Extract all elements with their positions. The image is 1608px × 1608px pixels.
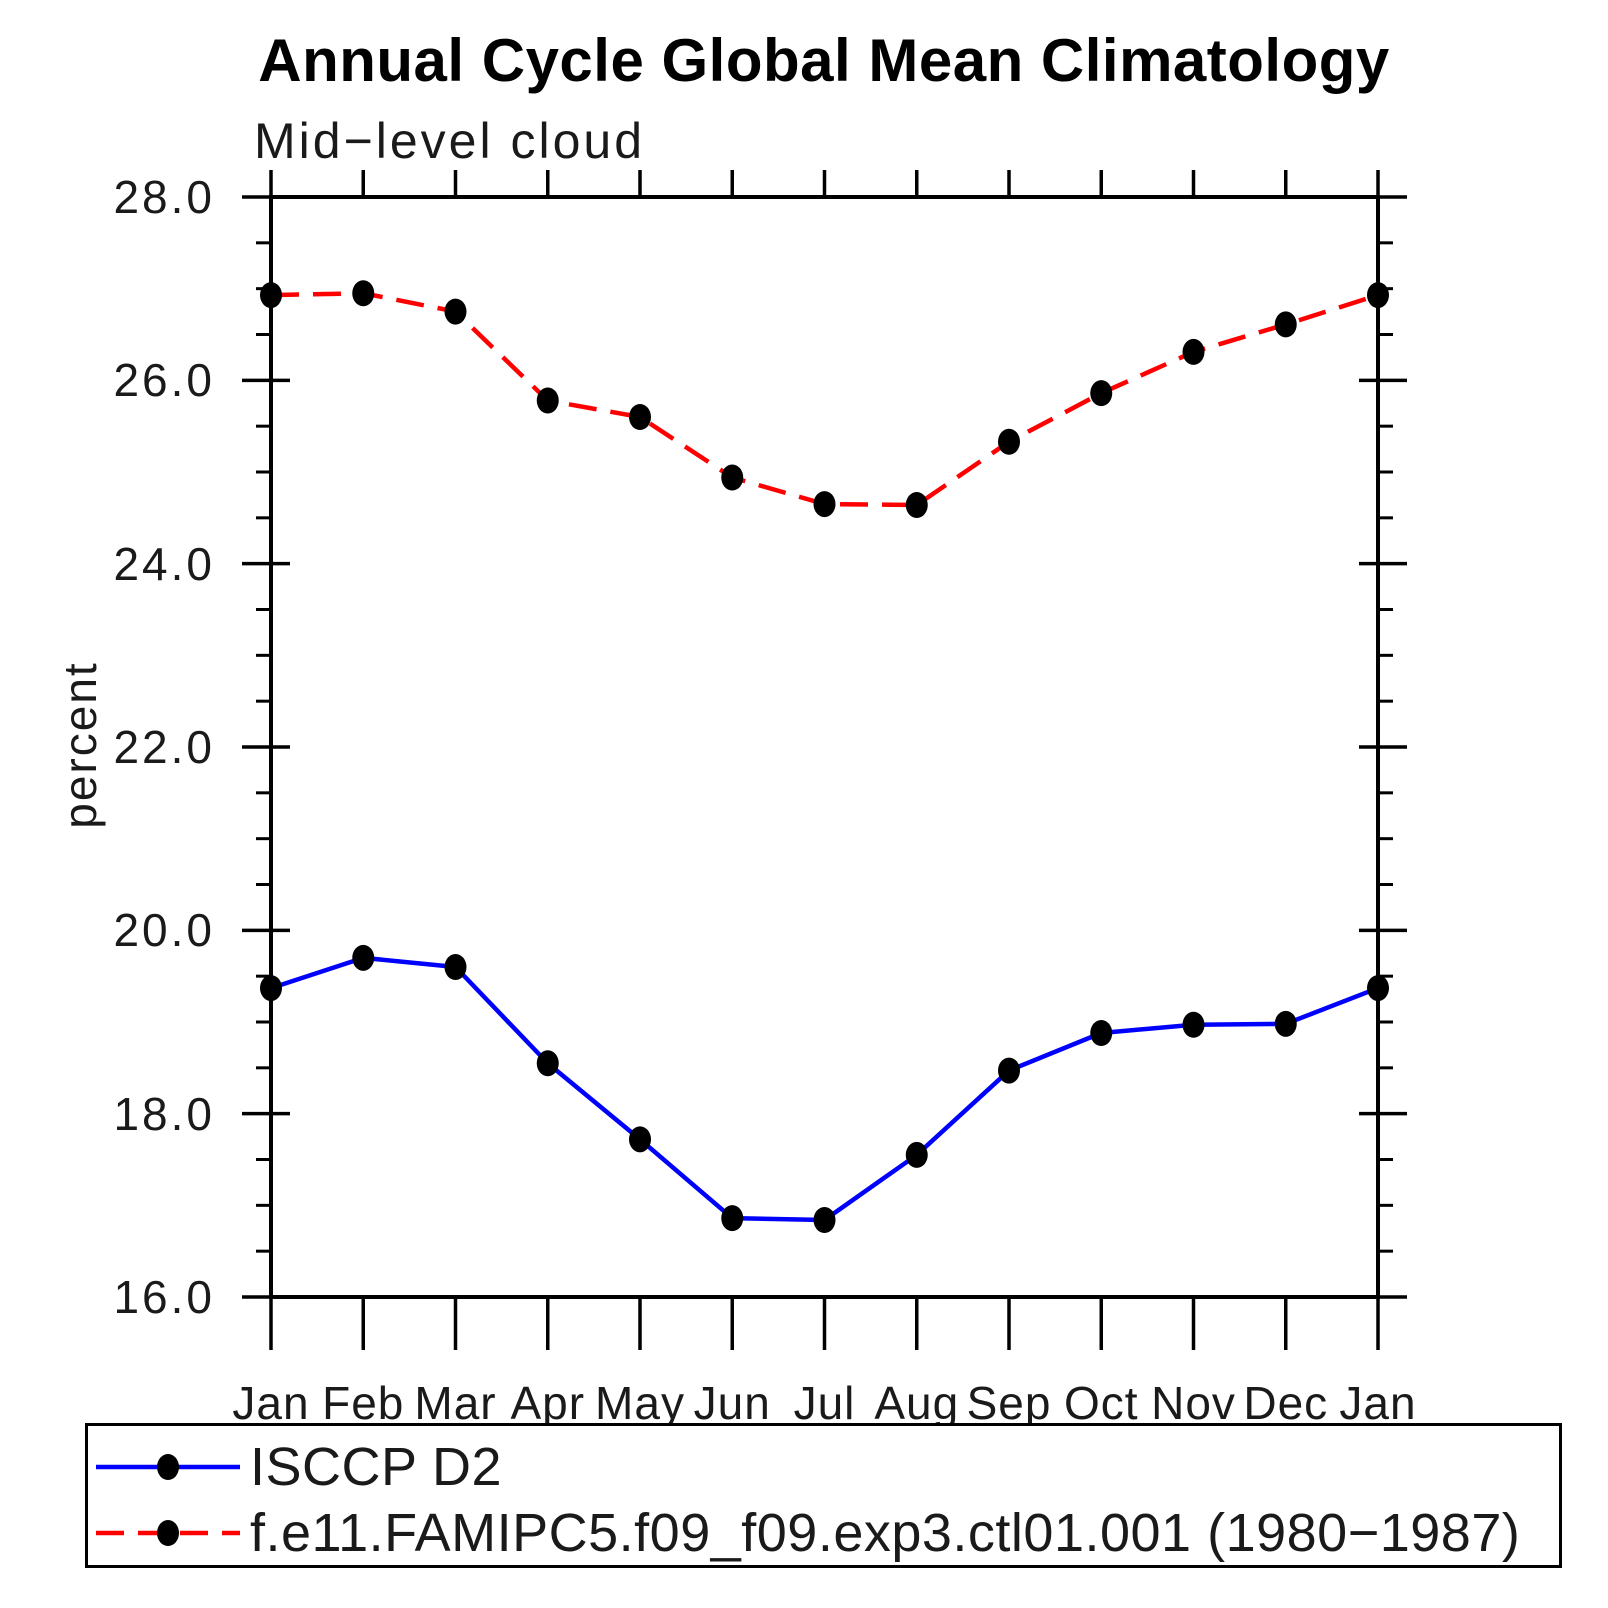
legend-sample-dashed-line	[96, 1520, 240, 1546]
data-point-marker-1	[1182, 338, 1205, 365]
data-point-marker-1	[260, 282, 282, 309]
legend-label: f.e11.FAMIPC5.f09_f09.exp3.ctl01.001 (19…	[250, 1503, 1521, 1563]
data-point-marker-1	[352, 280, 375, 307]
series-line-1	[270, 291, 1379, 508]
data-point-marker-1	[998, 428, 1020, 455]
data-point-marker-0	[260, 975, 282, 1002]
x-tick-label: Feb	[322, 1377, 405, 1429]
data-point-marker-1	[1090, 380, 1113, 407]
legend-label: ISCCP D2	[250, 1437, 503, 1497]
data-point-marker-0	[721, 1205, 744, 1232]
x-tick-label: Nov	[1151, 1377, 1236, 1429]
legend-item-model: f.e11.FAMIPC5.f09_f09.exp3.ctl01.001 (19…	[92, 1503, 1520, 1563]
data-point-marker-0	[444, 954, 467, 980]
legend-box: ISCCP D2 f.e11.FAMIPC5.f09_f09.exp3.ctl0…	[85, 1423, 1562, 1568]
data-point-marker-0	[352, 944, 375, 971]
data-point-marker-1	[1274, 311, 1297, 338]
data-point-marker-1	[721, 464, 744, 491]
y-tick-label: 26.0	[113, 354, 215, 407]
x-tick-label: Mar	[414, 1377, 497, 1429]
x-tick-label: Sep	[966, 1377, 1052, 1429]
axis-frame	[269, 195, 1380, 1299]
y-tick-label: 24.0	[113, 537, 215, 590]
y-tick-label: 18.0	[113, 1087, 215, 1140]
legend-marker-dot	[157, 1520, 179, 1546]
x-tick-label: Jan	[232, 1377, 310, 1429]
series-line-0	[270, 955, 1379, 1223]
y-tick-label: 28.0	[113, 171, 215, 223]
data-point-marker-1	[813, 491, 836, 518]
chart-title: Annual Cycle Global Mean Climatology	[258, 27, 1390, 94]
legend-sample-solid-line	[96, 1454, 240, 1480]
data-point-marker-0	[1182, 1011, 1205, 1038]
x-tick-label: Apr	[510, 1377, 586, 1429]
x-tick-label: Jun	[693, 1377, 771, 1429]
data-point-marker-0	[1274, 1010, 1297, 1037]
y-tick-label: 22.0	[113, 721, 215, 773]
data-point-marker-0	[629, 1126, 651, 1153]
data-point-marker-0	[1090, 1020, 1113, 1046]
data-point-marker-0	[998, 1057, 1020, 1084]
data-point-marker-1	[444, 298, 467, 325]
x-tick-label: May	[595, 1377, 685, 1429]
x-tick-label: Dec	[1243, 1377, 1329, 1429]
data-point-marker-1	[905, 492, 928, 518]
data-point-marker-1	[536, 387, 559, 414]
x-tick-label: Jan	[1339, 1377, 1417, 1429]
data-point-marker-0	[536, 1050, 559, 1077]
data-point-marker-1	[1367, 282, 1389, 309]
legend-item-isccp: ISCCP D2	[92, 1437, 502, 1497]
data-point-marker-0	[905, 1141, 928, 1168]
x-tick-label: Jul	[793, 1377, 856, 1429]
chart-subtitle: Mid−level cloud	[254, 113, 646, 169]
y-tick-label: 16.0	[113, 1271, 215, 1323]
x-tick-label: Aug	[874, 1377, 960, 1429]
data-point-marker-1	[629, 404, 651, 430]
data-point-marker-0	[1367, 975, 1389, 1002]
data-point-marker-0	[813, 1207, 836, 1233]
x-tick-label: Oct	[1063, 1377, 1139, 1429]
y-tick-label: 20.0	[113, 904, 215, 957]
legend-marker-dot	[157, 1454, 179, 1480]
